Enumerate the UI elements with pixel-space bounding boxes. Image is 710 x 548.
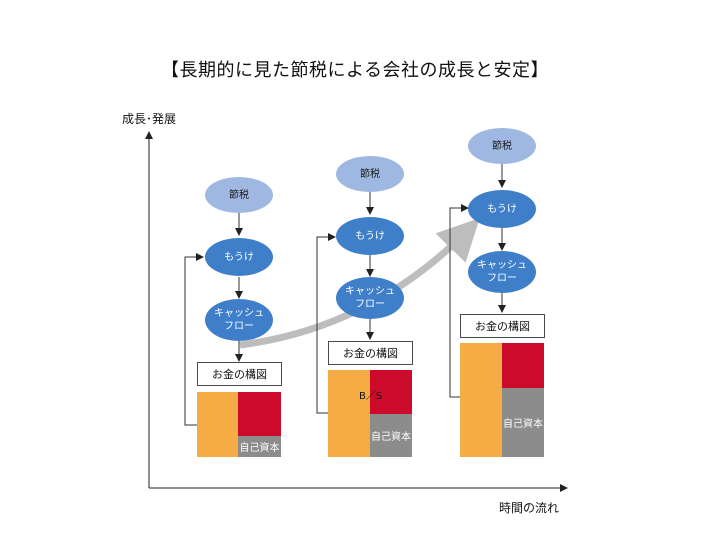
axes bbox=[145, 131, 568, 492]
stage-2-connectors bbox=[316, 191, 374, 414]
money-structure-label: お金の構図 bbox=[328, 341, 413, 365]
balance-sheet-assets bbox=[197, 392, 238, 457]
balance-sheet-liabilities bbox=[502, 343, 544, 388]
balance-sheet-assets bbox=[328, 370, 370, 457]
equity-block: 自己資本 bbox=[370, 414, 412, 457]
cash-flow-label-line1: キャッシュ bbox=[214, 308, 264, 319]
cash-flow-node: キャッシュ フロー bbox=[205, 299, 273, 341]
stage-1-connectors bbox=[184, 212, 243, 426]
cash-flow-label-line2: フロー bbox=[487, 273, 517, 284]
bs-label: B／S bbox=[359, 391, 383, 402]
money-structure-label: お金の構図 bbox=[197, 362, 282, 386]
balance-sheet-liabilities bbox=[238, 392, 281, 436]
page-title: 【長期的に見た節税による会社の成長と安定】 bbox=[161, 60, 549, 81]
balance-sheet-assets bbox=[460, 343, 502, 457]
tax-saving-node: 節税 bbox=[205, 177, 273, 213]
profit-node: もうけ bbox=[336, 217, 404, 255]
cash-flow-label-line1: キャッシュ bbox=[477, 260, 527, 271]
cash-flow-label-line2: フロー bbox=[224, 321, 254, 332]
y-axis-label: 成長･発展 bbox=[122, 112, 177, 126]
cash-flow-node: キャッシュ フロー bbox=[336, 277, 404, 319]
x-axis-label: 時間の流れ bbox=[499, 501, 560, 515]
tax-saving-node: 節税 bbox=[468, 128, 536, 164]
cash-flow-label-line1: キャッシュ bbox=[345, 286, 395, 297]
equity-block: 自己資本 bbox=[502, 388, 544, 457]
tax-saving-node: 節税 bbox=[336, 156, 404, 192]
cash-flow-label-line2: フロー bbox=[355, 299, 385, 310]
profit-node: もうけ bbox=[205, 238, 273, 276]
equity-block: 自己資本 bbox=[238, 436, 281, 457]
stage-3-connectors bbox=[449, 163, 506, 398]
profit-node: もうけ bbox=[468, 190, 536, 228]
cash-flow-node: キャッシュ フロー bbox=[468, 251, 536, 293]
balance-sheet-liabilities bbox=[370, 370, 412, 414]
money-structure-label: お金の構図 bbox=[460, 314, 545, 338]
